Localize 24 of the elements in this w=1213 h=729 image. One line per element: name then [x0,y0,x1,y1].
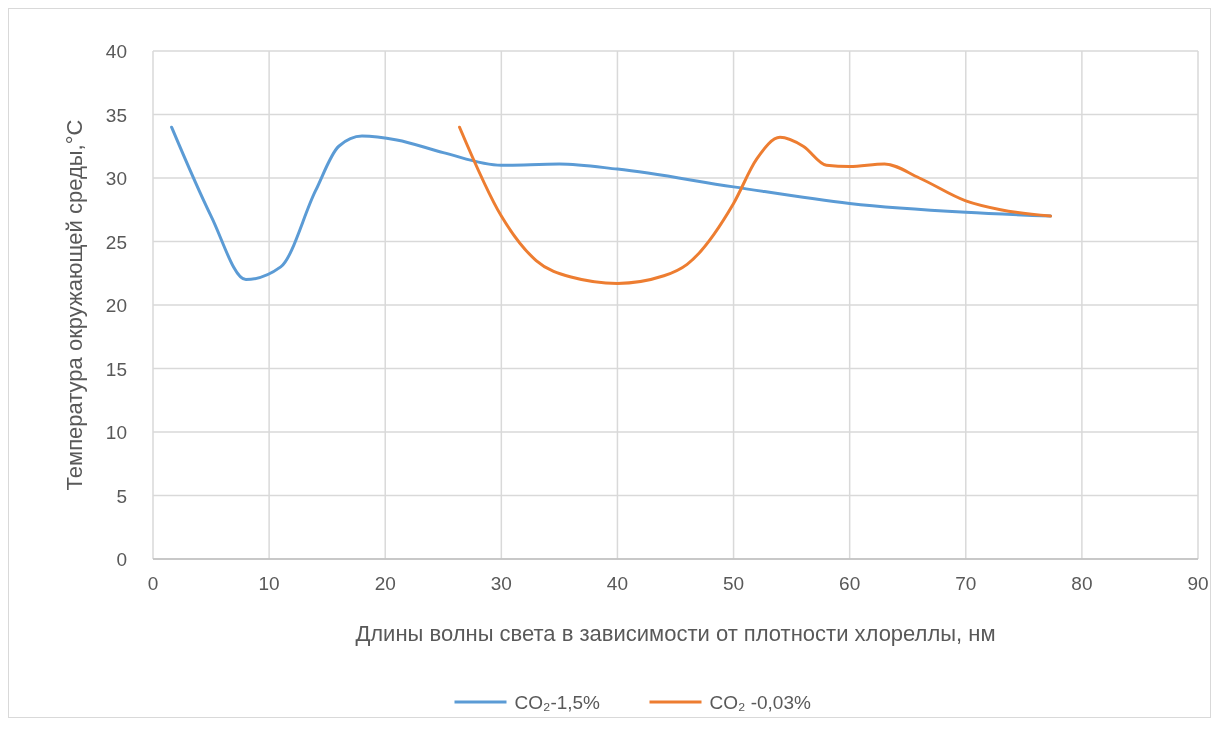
y-tick-label: 30 [105,168,127,189]
y-tick-label: 5 [116,485,127,507]
x-tick-label: 80 [1071,573,1093,594]
x-tick-label: 60 [839,573,861,594]
x-tick-label: 30 [490,573,512,594]
y-tick-label: 20 [105,295,127,316]
x-tick-label: 90 [1187,573,1209,594]
y-tick-label: 15 [105,358,127,380]
legend-label: CO₂-1,5% [514,692,601,713]
x-axis-title: Длины волны света в зависимости от плотности хлореллы, нм [355,621,996,646]
x-tick-label: 70 [955,573,977,594]
y-tick-label: 10 [105,422,127,443]
x-tick-label: 10 [258,573,280,594]
x-tick-label: 0 [147,573,159,594]
y-tick-label: 0 [116,549,127,570]
y-tick-label: 35 [105,104,127,126]
y-axis-title: Температура окружающей среды,°C [62,119,87,491]
line-series [458,125,1053,285]
x-tick-label: 50 [722,573,745,594]
x-tick-label: 20 [374,573,396,594]
y-tick-label: 25 [105,231,127,253]
legend-label: CO₂ -0,03% [709,692,811,713]
x-tick-label: 40 [606,573,629,594]
y-tick-label: 40 [105,41,127,62]
